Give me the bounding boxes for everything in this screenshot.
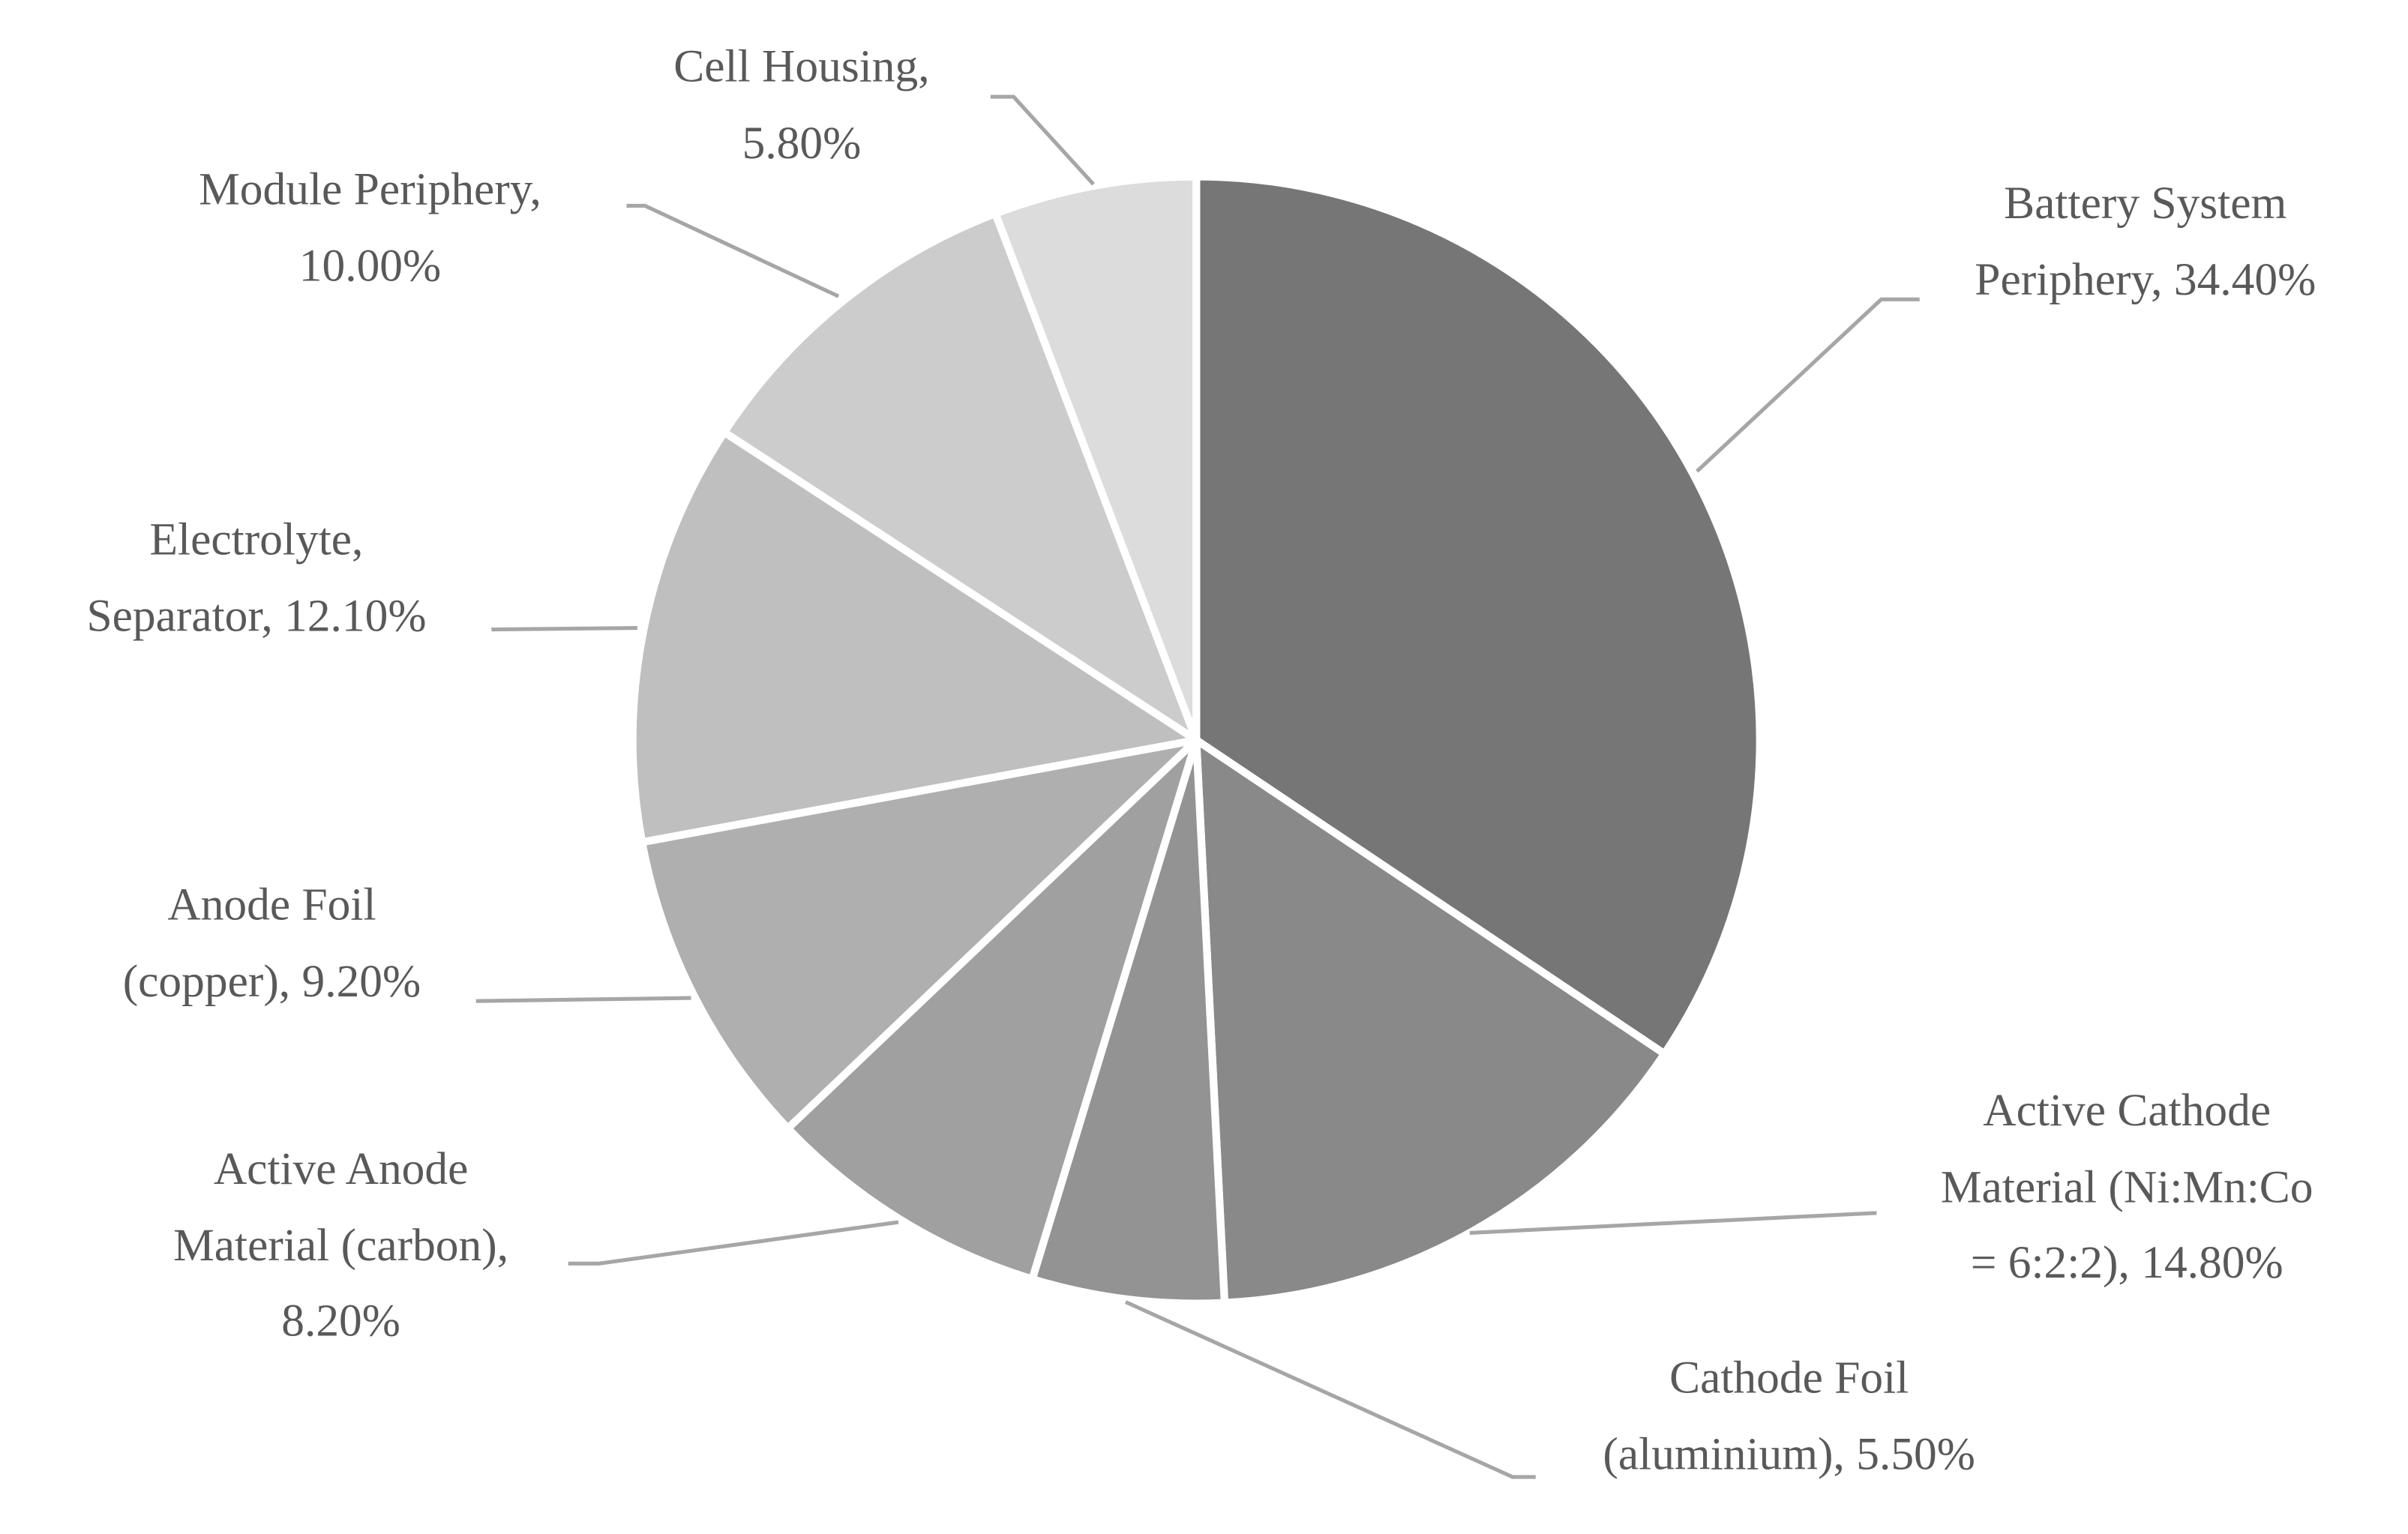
value-label: 14.80% bbox=[2141, 1237, 2284, 1289]
pie-slice bbox=[991, 172, 1201, 745]
pie-slice bbox=[1192, 172, 1764, 1058]
leader-line bbox=[475, 996, 691, 1003]
leader-line bbox=[990, 94, 1095, 186]
value-label: 34.40% bbox=[2173, 253, 2317, 305]
value-label: 10.00% bbox=[298, 240, 442, 292]
leader-line bbox=[1696, 297, 1920, 473]
data-label: Electrolyte,Separator 12.10% bbox=[86, 502, 426, 655]
leader-line bbox=[491, 625, 637, 632]
data-label: Cell Housing 5.80% bbox=[673, 29, 929, 181]
pie-slice bbox=[628, 428, 1201, 846]
pie-slice bbox=[638, 736, 1201, 1133]
value-label: 8.20% bbox=[281, 1296, 400, 1347]
data-label: Anode Foil(copper) 9.20% bbox=[123, 867, 421, 1020]
category-label: Active Anode Material (carbon) bbox=[173, 1144, 508, 1271]
category-label: Module Periphery bbox=[199, 164, 541, 215]
pie-slice bbox=[1192, 736, 1669, 1307]
data-label: Cathode Foil(aluminium) 5.50% bbox=[1603, 1341, 1975, 1493]
category-label: Cell Housing bbox=[673, 41, 929, 92]
data-label: Active Cathode Material (Ni:Mn:Co = 6:2:2)… bbox=[1941, 1073, 2314, 1301]
pie-slice bbox=[1028, 736, 1229, 1308]
leader-line bbox=[626, 203, 840, 298]
value-label: 5.50% bbox=[1856, 1428, 1975, 1480]
pie-slice bbox=[784, 736, 1201, 1284]
value-label: 5.80% bbox=[742, 117, 862, 169]
leader-line bbox=[568, 1220, 899, 1266]
leader-line bbox=[1124, 1300, 1536, 1479]
value-label: 12.10% bbox=[284, 590, 427, 641]
pie-slice bbox=[720, 209, 1201, 745]
value-label: 9.20% bbox=[301, 955, 421, 1007]
data-label: Module Periphery 10.00% bbox=[199, 152, 541, 304]
leader-line bbox=[1469, 1211, 1877, 1235]
